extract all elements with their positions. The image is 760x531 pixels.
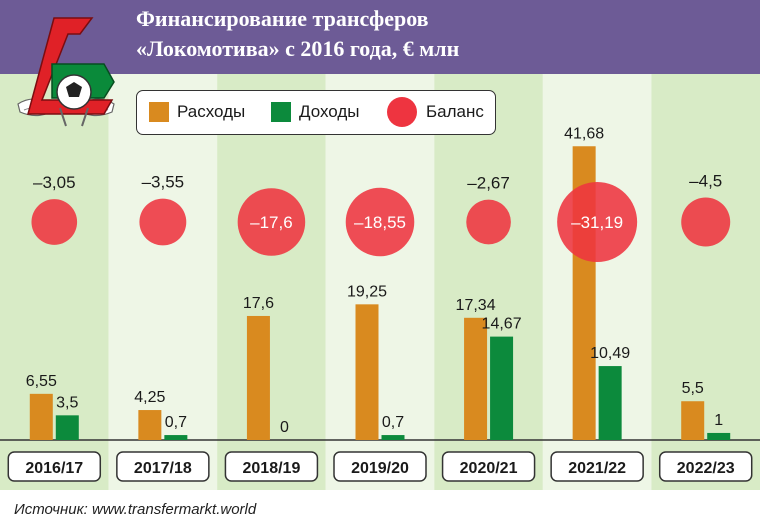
- bar-income: [381, 435, 405, 440]
- balance-label: –2,67: [467, 174, 510, 193]
- category-label: 2021/22: [568, 460, 626, 477]
- balance-bubble: [466, 199, 511, 245]
- column-band: [0, 74, 109, 490]
- balance-label: –18,55: [354, 213, 406, 232]
- category-label: 2017/18: [134, 460, 192, 477]
- legend-label-expenses: Расходы: [177, 102, 246, 121]
- balance-bubble: [237, 188, 306, 256]
- category-label: 2018/19: [243, 460, 301, 477]
- category-label: 2019/20: [351, 460, 409, 477]
- balance-label: –4,5: [689, 172, 722, 191]
- category-label-box: [224, 451, 319, 482]
- title-line-2: «Локомотива» с 2016 года, € млн: [136, 36, 460, 61]
- legend-label-balance: Баланс: [426, 102, 484, 121]
- bar-expenses: [246, 315, 270, 440]
- balance-label: –31,19: [571, 213, 623, 232]
- balance-bubble: [557, 182, 638, 262]
- lokomotiv-crest-icon: [8, 12, 124, 145]
- category-label: 2016/17: [25, 460, 83, 477]
- data-label-income: 1: [714, 412, 723, 429]
- data-label-expenses: 17,6: [243, 295, 274, 312]
- balance-label: –17,6: [250, 213, 293, 232]
- column-band: [108, 74, 218, 490]
- data-label-income: 0,7: [165, 414, 187, 431]
- data-label-expenses: 5,5: [682, 380, 704, 397]
- bar-income: [707, 432, 731, 440]
- legend-swatch-expenses: [149, 102, 169, 122]
- data-label-income: 14,67: [482, 316, 522, 333]
- bar-income: [164, 435, 188, 440]
- column-band: [434, 74, 543, 490]
- legend-item-expenses: Расходы: [149, 91, 245, 133]
- balance-bubble: [139, 198, 187, 246]
- data-label-income: 10,49: [590, 345, 630, 362]
- title-banner: [0, 0, 760, 74]
- balance-label: –3,55: [142, 173, 185, 192]
- legend-item-balance: Баланс: [387, 91, 484, 133]
- legend-swatch-income: [271, 102, 291, 122]
- bar-income: [490, 336, 514, 440]
- bar-expenses: [681, 401, 705, 440]
- data-label-income: 0: [280, 419, 289, 436]
- data-label-expenses: 41,68: [564, 125, 604, 142]
- chart-legend: Расходы Доходы Баланс: [136, 90, 496, 135]
- data-label-income: 3,5: [56, 394, 78, 411]
- data-label-expenses: 6,55: [26, 373, 57, 390]
- category-label-box: [116, 451, 210, 482]
- column-band: [542, 74, 652, 490]
- bar-expenses: [29, 393, 53, 440]
- legend-label-income: Доходы: [299, 102, 360, 121]
- column-band: [651, 74, 760, 490]
- column-band: [217, 74, 326, 490]
- bar-expenses: [355, 304, 379, 440]
- balance-bubble: [345, 187, 415, 257]
- category-label-box: [658, 451, 753, 482]
- data-label-expenses: 19,25: [347, 283, 387, 300]
- balance-bubble: [31, 199, 78, 245]
- category-label-box: [550, 451, 644, 482]
- category-label: 2022/23: [677, 460, 735, 477]
- bar-income: [598, 366, 622, 440]
- bar-income: [55, 415, 79, 440]
- balance-label: –3,05: [33, 173, 76, 192]
- column-band: [325, 74, 435, 490]
- category-label: 2020/21: [460, 460, 518, 477]
- title-line-1: Финансирование трансферов: [136, 6, 429, 31]
- page-title: Финансирование трансферов «Локомотива» с…: [136, 4, 746, 64]
- balance-bubble: [681, 197, 731, 247]
- category-label-box: [7, 451, 102, 482]
- legend-dot-balance: [387, 97, 417, 127]
- source-note: Источник: www.transfermarkt.world: [14, 501, 257, 518]
- data-label-income: 0,7: [382, 414, 404, 431]
- legend-item-income: Доходы: [271, 91, 360, 133]
- data-label-expenses: 4,25: [134, 389, 165, 406]
- bar-expenses: [138, 410, 162, 440]
- data-label-expenses: 17,34: [456, 297, 496, 314]
- bar-expenses: [464, 317, 488, 440]
- category-label-box: [333, 451, 427, 482]
- category-label-box: [441, 451, 536, 482]
